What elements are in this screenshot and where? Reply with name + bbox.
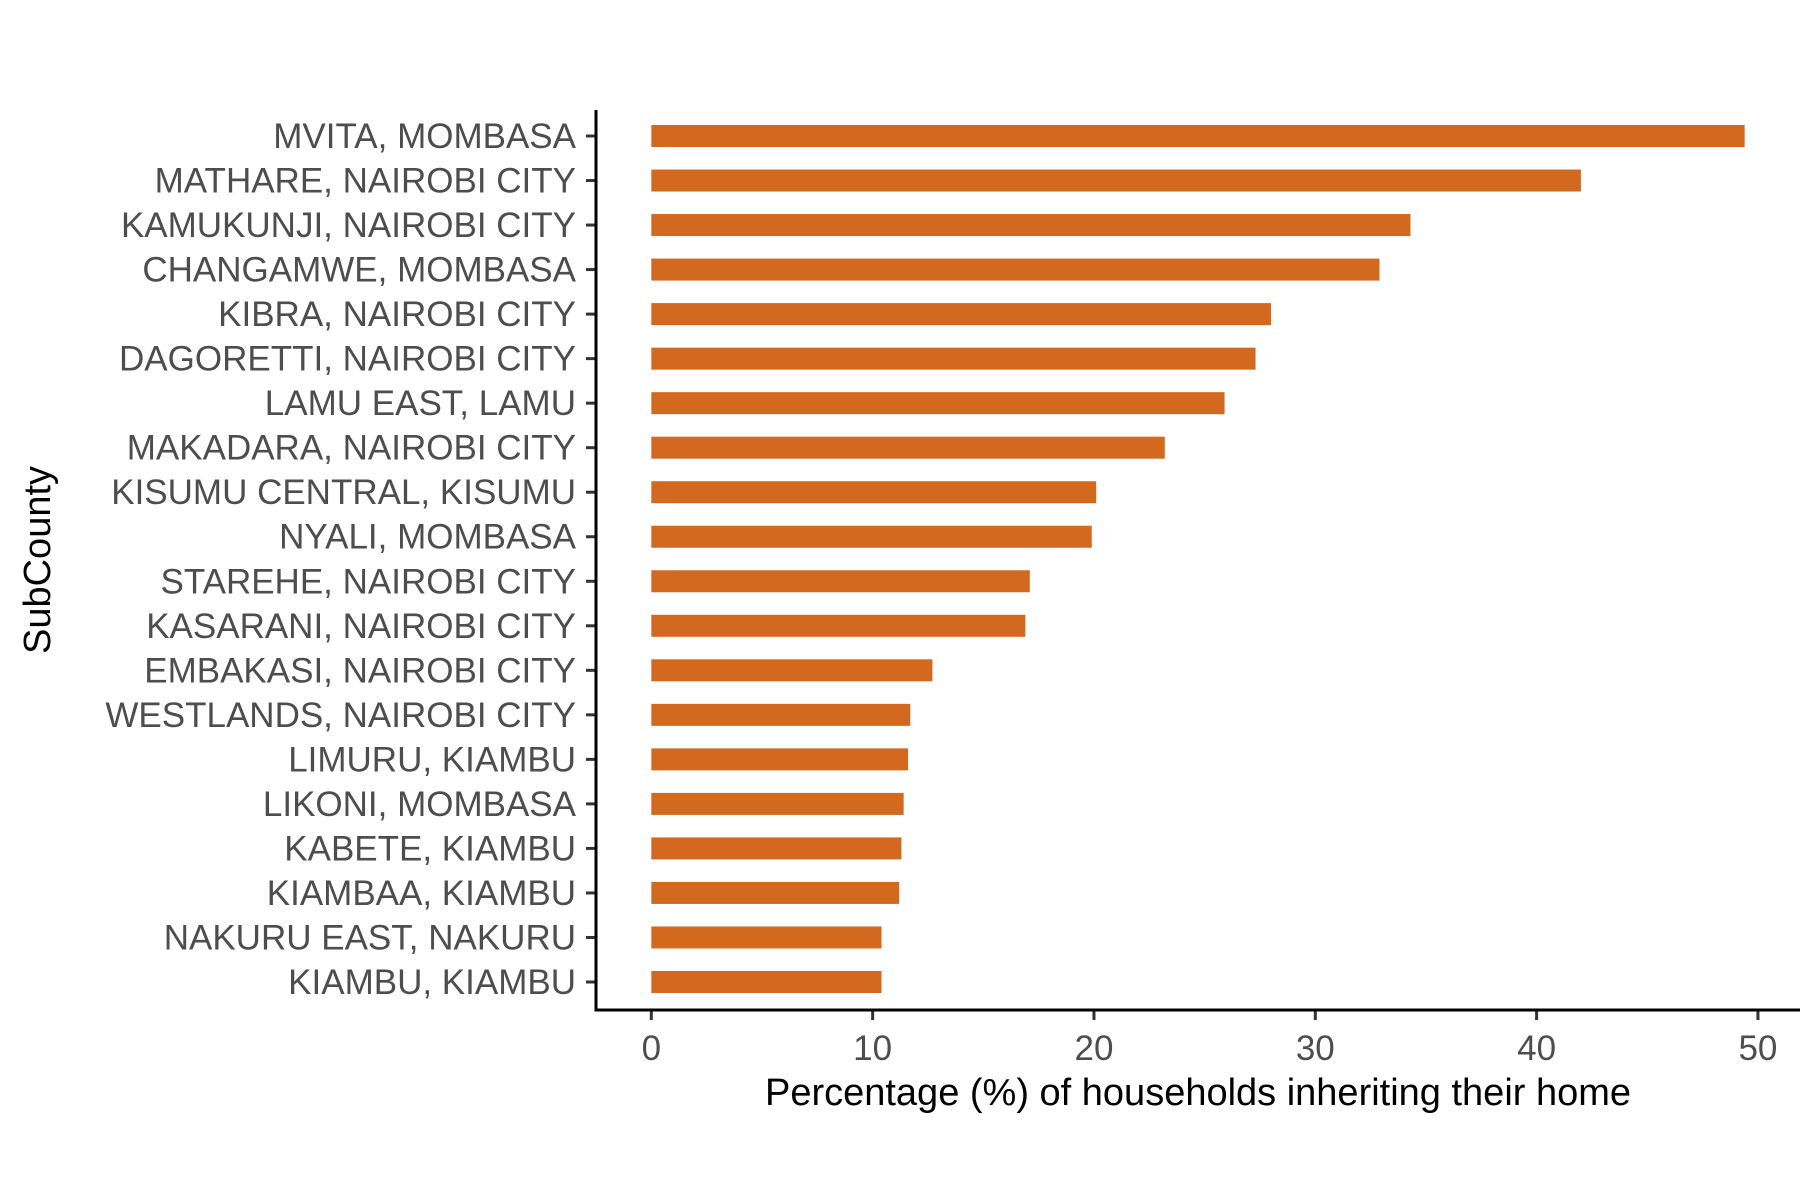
y-tick-label: LIMURU, KIAMBU	[288, 740, 576, 779]
y-tick-label: LAMU EAST, LAMU	[265, 384, 576, 423]
bar	[651, 525, 1092, 548]
x-tick-label: 40	[1517, 1029, 1556, 1068]
y-tick-label: MVITA, MOMBASA	[273, 117, 576, 156]
y-tick-label: LIKONI, MOMBASA	[263, 785, 577, 824]
y-tick-label: KIAMBU, KIAMBU	[288, 963, 576, 1002]
bar	[651, 125, 1745, 147]
bar	[651, 703, 911, 726]
bar	[651, 837, 902, 860]
y-tick-label: KIBRA, NAIROBI CITY	[218, 295, 576, 334]
y-tick-label: KABETE, KIAMBU	[284, 829, 576, 868]
bar	[651, 258, 1380, 281]
y-tick-label: WESTLANDS, NAIROBI CITY	[105, 696, 576, 735]
x-tick-label: 20	[1075, 1029, 1114, 1068]
y-tick-label: KASARANI, NAIROBI CITY	[146, 607, 576, 646]
x-axis-title: Percentage (%) of households inheriting …	[765, 1072, 1631, 1114]
y-tick-label: NYALI, MOMBASA	[279, 518, 577, 557]
bar	[651, 392, 1225, 415]
bar	[651, 614, 1026, 637]
bar	[651, 659, 933, 682]
bar	[651, 169, 1581, 192]
bar	[651, 748, 909, 771]
bar	[651, 347, 1256, 370]
y-tick-label: CHANGAMWE, MOMBASA	[142, 251, 576, 290]
y-tick-label: MATHARE, NAIROBI CITY	[155, 162, 576, 201]
y-axis-ticks: MVITA, MOMBASA MATHARE, NAIROBI CITY KAMUK…	[105, 117, 596, 1002]
y-tick-label: MAKADARA, NAIROBI CITY	[127, 429, 576, 468]
y-tick-label: KISUMU CENTRAL, KISUMU	[111, 473, 576, 512]
bar	[651, 792, 904, 815]
bar	[651, 303, 1272, 326]
bars-layer	[651, 125, 1745, 993]
bar	[651, 481, 1097, 504]
x-tick-label: 10	[853, 1029, 892, 1068]
x-tick-label: 0	[642, 1029, 661, 1068]
bar	[651, 926, 882, 949]
y-axis-title: SubCounty	[17, 466, 59, 654]
y-tick-label: EMBAKASI, NAIROBI CITY	[144, 651, 576, 690]
bar	[651, 971, 882, 993]
y-tick-label: NAKURU EAST, NAKURU	[164, 918, 576, 957]
x-tick-label: 30	[1296, 1029, 1335, 1068]
bar	[651, 570, 1030, 593]
bar	[651, 436, 1165, 459]
x-axis-ticks: 0 10 20 30 40 50	[642, 1010, 1777, 1068]
y-tick-label: KAMUKUNJI, NAIROBI CITY	[121, 206, 576, 245]
y-tick-label: STAREHE, NAIROBI CITY	[160, 562, 576, 601]
bar	[651, 214, 1411, 237]
y-tick-label: DAGORETTI, NAIROBI CITY	[119, 340, 576, 379]
x-tick-label: 50	[1738, 1029, 1777, 1068]
bar	[651, 881, 900, 904]
y-tick-label: KIAMBAA, KIAMBU	[267, 874, 576, 913]
